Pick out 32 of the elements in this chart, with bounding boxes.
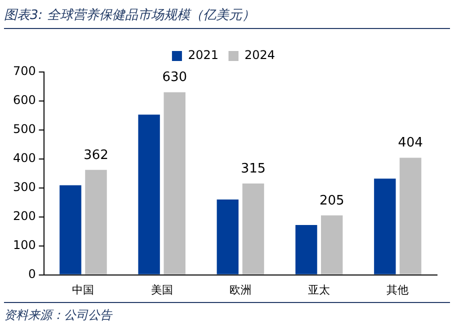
y-tick-label: 500 xyxy=(13,122,36,136)
bar xyxy=(400,158,422,274)
y-tick-label: 200 xyxy=(13,208,36,223)
bar xyxy=(60,185,82,274)
y-tick-label: 400 xyxy=(13,151,36,166)
x-tick-label: 中国 xyxy=(72,283,94,296)
y-tick-label: 300 xyxy=(13,180,36,194)
x-tick-label: 亚太 xyxy=(308,283,330,296)
bar xyxy=(138,114,160,274)
bar xyxy=(242,184,264,274)
x-tick-label: 其他 xyxy=(386,283,409,296)
bar xyxy=(85,170,107,274)
data-label: 404 xyxy=(398,136,423,151)
data-label: 362 xyxy=(84,148,108,163)
bar xyxy=(295,224,318,274)
y-tick-label: 700 xyxy=(13,64,36,78)
data-label: 205 xyxy=(319,193,344,208)
y-tick-label: 600 xyxy=(13,93,36,108)
legend-label: 2021 xyxy=(188,48,219,62)
bar xyxy=(216,199,239,274)
bar xyxy=(374,178,396,274)
y-tick-label: 100 xyxy=(13,238,36,252)
y-tick-label: 0 xyxy=(28,266,36,281)
text: 资料来源：公司公告 xyxy=(4,302,450,324)
x-tick-label: 美国 xyxy=(150,283,173,296)
legend-label: 2024 xyxy=(244,48,276,62)
bar xyxy=(164,92,186,274)
data-label: 630 xyxy=(162,70,188,86)
chart-title: 图表3: 全球营养保健品市场规模（亿美元） xyxy=(4,6,450,29)
x-tick-label: 欧洲 xyxy=(229,283,252,296)
data-label: 315 xyxy=(240,161,266,176)
bar xyxy=(320,215,343,274)
